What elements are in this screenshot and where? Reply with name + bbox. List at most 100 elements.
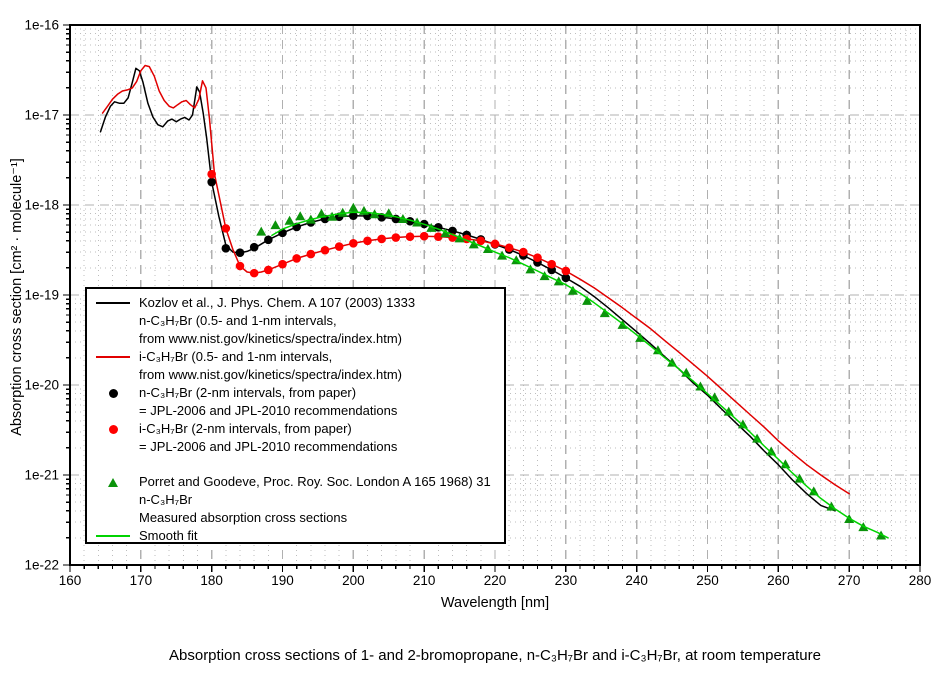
green-triangle-symbol [108, 478, 118, 487]
triangle-marker [582, 295, 593, 305]
dot-marker [377, 234, 386, 244]
dot-marker [561, 273, 571, 283]
dot-marker [235, 248, 245, 258]
triangle-marker [316, 208, 327, 218]
dot-marker [504, 243, 514, 253]
dot-marker [249, 242, 259, 252]
y-tick-label: 1e-16 [24, 18, 59, 33]
legend-text: Measured absorption cross sections [139, 510, 348, 525]
y-tick-label: 1e-22 [24, 558, 59, 573]
triangle-marker [525, 264, 536, 274]
legend-text: n-C₃H₇Br (0.5- and 1-nm intervals, [139, 313, 337, 328]
legend-text: from www.nist.gov/kinetics/spectra/index… [139, 331, 402, 346]
dot-marker [419, 231, 429, 241]
green-line-symbol [96, 535, 130, 537]
legend-text: Porret and Goodeve, Proc. Roy. Soc. Lond… [139, 474, 491, 489]
triangle-marker [808, 486, 819, 496]
legend-entry-kozlov-n: Kozlov et al., J. Phys. Chem. A 107 (200… [87, 294, 504, 348]
axis-ticks [63, 24, 921, 572]
legend-entry-smooth-fit: Smooth fit [87, 527, 504, 545]
dot-marker [561, 266, 571, 276]
triangle-marker [348, 202, 359, 212]
x-tick-label: 230 [555, 573, 578, 588]
x-tick-label: 190 [271, 573, 294, 588]
dot-marker [490, 239, 500, 249]
dot-marker [320, 245, 330, 255]
legend-text: i-C₃H₇Br (0.5- and 1-nm intervals, [139, 349, 333, 364]
dot-marker [278, 259, 287, 269]
dot-marker [207, 177, 216, 187]
dot-marker [349, 239, 358, 248]
triangle-marker [327, 211, 338, 221]
triangle-marker [695, 381, 706, 391]
dot-marker [363, 236, 372, 246]
series-3 [207, 169, 571, 278]
x-tick-label: 160 [59, 573, 82, 588]
dot-marker [221, 244, 231, 253]
x-tick-label: 200 [342, 573, 365, 588]
dot-marker [264, 265, 273, 275]
legend-text: from www.nist.gov/kinetics/spectra/index… [139, 367, 402, 382]
legend-text: = JPL-2006 and JPL-2010 recommendations [139, 439, 398, 454]
triangle-marker [737, 419, 748, 429]
dot-marker [249, 268, 259, 278]
legend-text: = JPL-2006 and JPL-2010 recommendations [139, 403, 398, 418]
triangle-marker [794, 473, 805, 483]
triangle-marker [284, 215, 295, 225]
dot-marker [207, 169, 216, 179]
x-tick-label: 250 [696, 573, 719, 588]
dot-marker [235, 261, 245, 271]
legend-entry-porret: Porret and Goodeve, Proc. Roy. Soc. Lond… [87, 473, 504, 527]
dot-marker [476, 236, 486, 246]
y-tick-label: 1e-21 [24, 468, 59, 483]
legend-text: i-C₃H₇Br (2-nm intervals, from paper) [139, 421, 352, 436]
dot-marker [221, 224, 231, 233]
triangle-marker [270, 220, 281, 230]
legend-entry-kozlov-i: i-C₃H₇Br (0.5- and 1-nm intervals, from … [87, 348, 504, 384]
triangle-marker [652, 345, 663, 355]
triangle-marker [780, 459, 791, 469]
x-tick-labels: 160 170 180 190 200 210 220 230 240 250 260 270 280 [59, 573, 932, 588]
dot-marker [334, 242, 344, 251]
triangle-marker [337, 207, 348, 217]
dot-marker [547, 259, 556, 269]
x-tick-label: 280 [909, 573, 932, 588]
triangle-marker [599, 308, 610, 318]
legend-box: Kozlov et al., J. Phys. Chem. A 107 (200… [85, 287, 506, 544]
series-0 [99, 67, 836, 512]
dot-marker [434, 232, 443, 241]
x-axis-title: Wavelength [nm] [440, 595, 550, 611]
dot-marker [349, 211, 358, 221]
triangle-marker [256, 226, 267, 236]
legend-spacer [87, 456, 504, 473]
dot-marker [533, 253, 542, 262]
x-tick-label: 260 [767, 573, 790, 588]
dot-marker [292, 254, 301, 263]
triangle-marker [440, 228, 451, 238]
triangle-marker [667, 357, 678, 367]
red-dot-symbol [108, 425, 118, 434]
triangle-marker [681, 367, 692, 377]
y-tick-label: 1e-18 [24, 198, 59, 213]
legend-text: Kozlov et al., J. Phys. Chem. A 107 (200… [139, 295, 416, 310]
figure-caption: Absorption cross sections of 1- and 2-br… [169, 647, 821, 664]
legend-text: n-C₃H₇Br (2-nm intervals, from paper) [139, 385, 357, 400]
dot-marker [306, 249, 316, 259]
legend-entry-jpl-n: n-C₃H₇Br (2-nm intervals, from paper) = … [87, 384, 504, 420]
x-tick-label: 210 [413, 573, 436, 588]
series-5 [271, 211, 889, 539]
y-tick-label: 1e-20 [24, 378, 59, 393]
y-tick-label: 1e-19 [24, 288, 59, 303]
triangle-marker [766, 446, 777, 456]
x-tick-label: 170 [130, 573, 153, 588]
x-tick-label: 240 [625, 573, 648, 588]
dot-marker [391, 233, 401, 242]
y-axis-title: Absorption cross section [cm² · molecule… [9, 158, 25, 436]
black-line-symbol [96, 302, 130, 304]
triangle-marker [709, 392, 720, 402]
triangle-marker [295, 211, 306, 221]
triangle-marker [539, 271, 550, 281]
black-dot-symbol [108, 389, 118, 398]
legend-text: Smooth fit [139, 528, 198, 543]
